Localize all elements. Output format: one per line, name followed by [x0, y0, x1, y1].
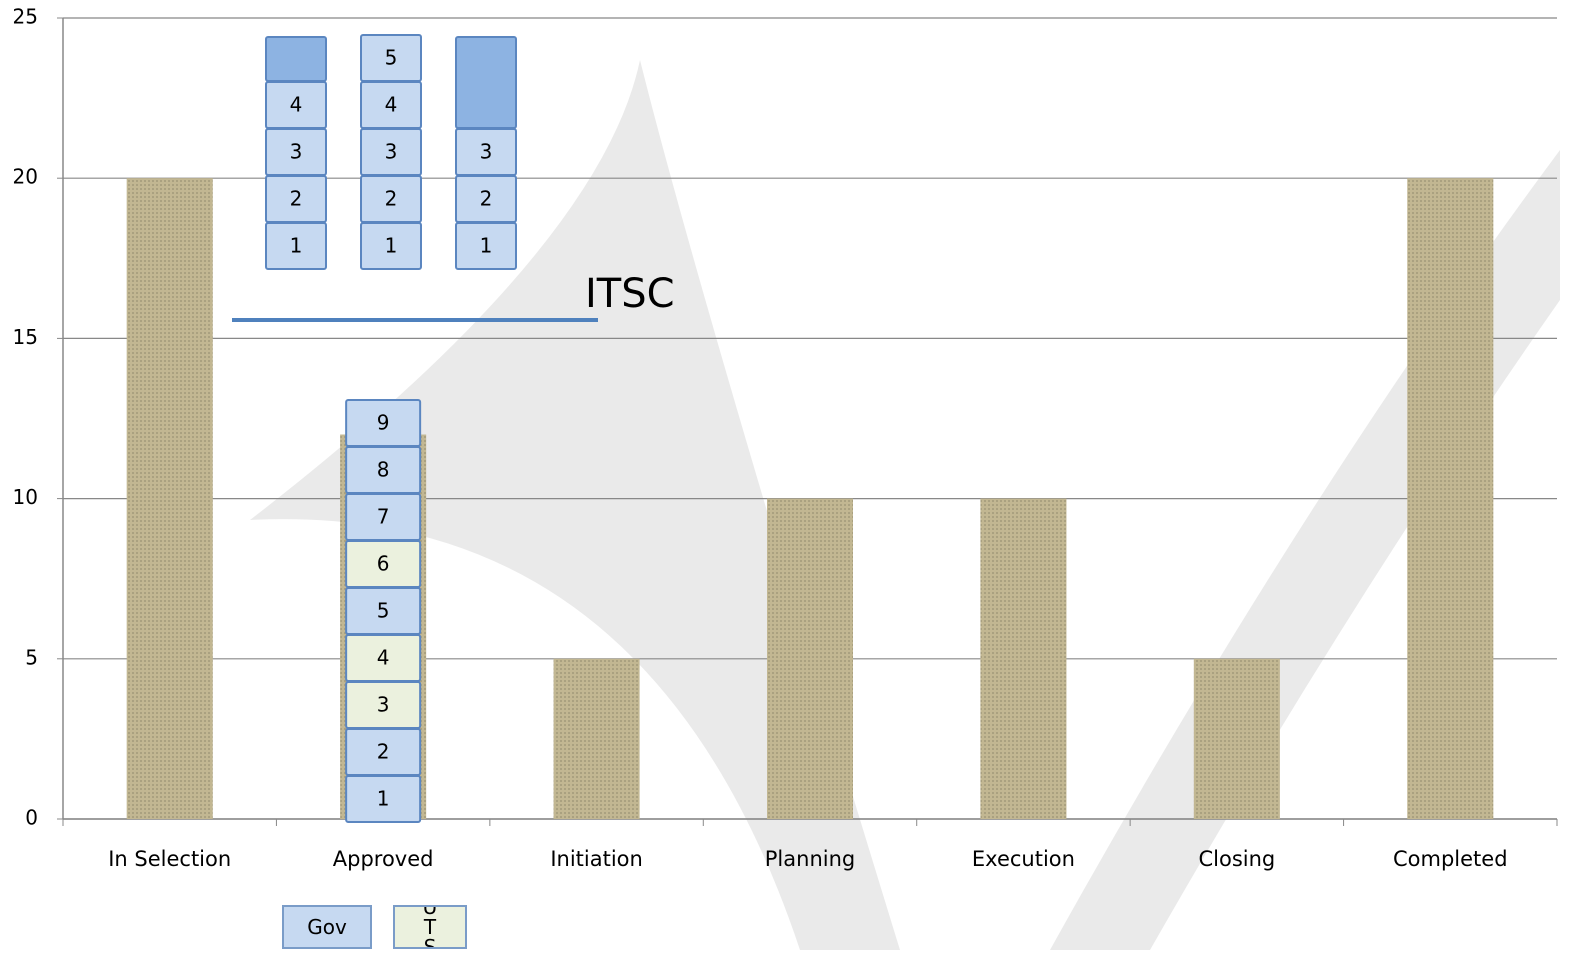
- y-tick-label: 5: [25, 645, 38, 669]
- x-tick-label: Planning: [765, 847, 855, 871]
- y-tick-label: 20: [13, 165, 38, 189]
- queue-box-label: 9: [377, 411, 390, 435]
- bar-texture: [126, 178, 213, 819]
- itsc-box-label: 4: [385, 93, 398, 117]
- bar-texture: [767, 498, 853, 819]
- queue-box-label: 5: [377, 599, 390, 623]
- queue-box-label: 4: [377, 646, 390, 670]
- itsc-box-label: 3: [290, 140, 303, 164]
- x-tick-label: Completed: [1393, 847, 1508, 871]
- bar-texture: [980, 498, 1067, 819]
- legend-item: Gov: [282, 905, 372, 949]
- bar-texture: [1193, 658, 1280, 819]
- itsc-box-label: 2: [480, 187, 493, 211]
- itsc-filler: [455, 36, 517, 129]
- itsc-box-label: 3: [385, 140, 398, 164]
- bar-texture: [1407, 178, 1494, 819]
- bar-texture: [553, 658, 640, 819]
- x-tick-label: Initiation: [550, 847, 643, 871]
- queue-box-label: 8: [377, 458, 390, 482]
- itsc-label: ITSC: [585, 271, 675, 317]
- queue-box-label: 2: [377, 740, 390, 764]
- y-tick-label: 15: [13, 325, 38, 349]
- y-tick-label: 0: [25, 806, 38, 830]
- queue-box-label: 3: [377, 693, 390, 717]
- x-tick-label: Closing: [1198, 847, 1275, 871]
- itsc-box: [360, 34, 422, 82]
- queue-box: [345, 399, 422, 447]
- itsc-box-label: 1: [385, 234, 398, 258]
- itsc-box-label: 2: [385, 187, 398, 211]
- queue-box-label: 7: [377, 505, 390, 529]
- x-tick-label: Approved: [333, 847, 434, 871]
- y-tick-label: 10: [13, 485, 38, 509]
- legend-item: UTS: [393, 905, 467, 949]
- itsc-box-label: 1: [290, 234, 303, 258]
- queue-box-label: 1: [377, 787, 390, 811]
- itsc-box-label: 4: [290, 93, 303, 117]
- y-tick-label: 25: [13, 5, 38, 29]
- itsc-box-label: 5: [385, 46, 398, 70]
- watermark: [250, 60, 1560, 950]
- itsc-box-label: 1: [480, 234, 493, 258]
- itsc-filler: [265, 36, 327, 82]
- x-tick-label: Execution: [972, 847, 1075, 871]
- itsc-box-label: 3: [480, 140, 493, 164]
- itsc-box-label: 2: [290, 187, 303, 211]
- x-tick-label: In Selection: [108, 847, 231, 871]
- queue-box-label: 6: [377, 552, 390, 576]
